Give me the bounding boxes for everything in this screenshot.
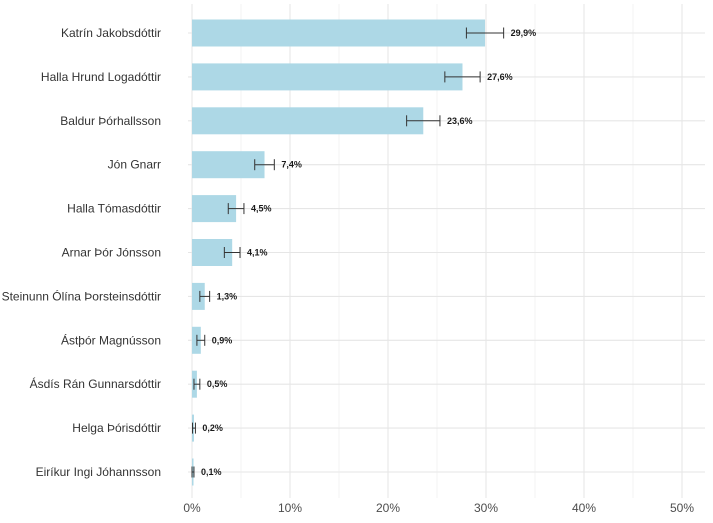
category-label: Ásdís Rán Gunnarsdóttir	[30, 376, 161, 391]
category-label: Arnar Þór Jónsson	[62, 246, 161, 260]
value-label: 27,6%	[487, 72, 513, 82]
x-tick-label: 40%	[572, 501, 596, 515]
category-label: Katrín Jakobsdóttir	[61, 26, 161, 40]
category-label: Ástþór Magnússon	[61, 332, 161, 347]
x-tick-label: 30%	[474, 501, 498, 515]
bar	[192, 151, 265, 179]
bar	[192, 19, 486, 47]
category-label: Halla Tómasdóttir	[67, 202, 161, 216]
category-label: Helga Þórisdóttir	[72, 421, 161, 435]
value-label: 7,4%	[281, 160, 302, 170]
bars	[192, 19, 486, 486]
value-label: 0,9%	[212, 335, 233, 345]
category-label: Steinunn Ólína Þorsteinsdóttir	[2, 288, 161, 303]
value-label: 4,1%	[247, 248, 268, 258]
value-label: 29,9%	[511, 28, 537, 38]
bar	[192, 63, 463, 91]
value-label: 1,3%	[217, 291, 238, 301]
x-tick-label: 20%	[376, 501, 400, 515]
value-label: 0,2%	[202, 423, 223, 433]
x-tick-label: 50%	[670, 501, 694, 515]
value-label: 0,1%	[201, 467, 222, 477]
category-labels: Katrín Jakobsdóttir Halla Hrund Logadótti…	[2, 26, 161, 479]
category-label: Halla Hrund Logadóttir	[41, 70, 161, 84]
category-label: Eiríkur Ingi Jóhannsson	[36, 465, 161, 479]
bar	[192, 282, 205, 310]
error-bars	[191, 27, 505, 478]
value-label: 23,6%	[447, 116, 473, 126]
category-label: Jón Gnarr	[108, 158, 161, 172]
bar	[192, 107, 424, 135]
value-label: 0,5%	[207, 379, 228, 389]
x-axis-ticks: 0% 10% 20% 30% 40% 50%	[183, 501, 694, 515]
x-tick-label: 0%	[183, 501, 201, 515]
value-labels: 29,9% 27,6% 23,6% 7,4% 4,5% 4,1% 1,3% 0,9% 0,5% 0…	[201, 28, 536, 477]
category-label: Baldur Þórhallsson	[60, 114, 161, 128]
x-tick-label: 10%	[278, 501, 302, 515]
value-label: 4,5%	[251, 204, 272, 214]
